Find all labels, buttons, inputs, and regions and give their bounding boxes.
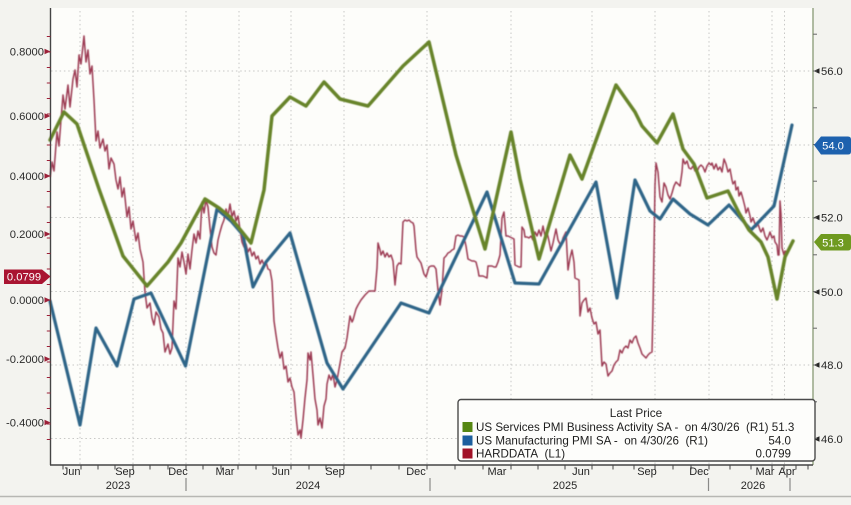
svg-text:52.0: 52.0 xyxy=(821,213,843,225)
svg-text:Jun: Jun xyxy=(572,466,590,478)
svg-text:Last Price: Last Price xyxy=(610,406,663,420)
svg-text:Mar: Mar xyxy=(216,466,235,478)
svg-text:-0.2000: -0.2000 xyxy=(6,354,44,366)
svg-text:Mar: Mar xyxy=(756,466,775,478)
svg-text:Sep: Sep xyxy=(325,466,345,478)
svg-text:Sep: Sep xyxy=(115,466,135,478)
svg-text:48.0: 48.0 xyxy=(821,360,843,372)
svg-text:0.4000: 0.4000 xyxy=(10,171,44,183)
svg-text:Dec: Dec xyxy=(168,466,188,478)
svg-text:2024: 2024 xyxy=(296,480,320,492)
svg-text:0.6000: 0.6000 xyxy=(10,111,44,123)
svg-text:46.0: 46.0 xyxy=(821,434,843,446)
svg-text:Jun: Jun xyxy=(63,466,81,478)
svg-text:2025: 2025 xyxy=(553,480,577,492)
svg-text:US Manufacturing PMI SA - on: US Manufacturing PMI SA - on 4/30/26 (R1… xyxy=(476,435,708,448)
svg-text:54.0: 54.0 xyxy=(822,141,844,153)
svg-text:0.0000: 0.0000 xyxy=(10,295,44,307)
svg-text:2026: 2026 xyxy=(741,480,765,492)
svg-text:51.3: 51.3 xyxy=(822,238,844,250)
svg-text:HARDDATA (L1): HARDDATA (L1) xyxy=(476,448,565,461)
svg-text:Apr: Apr xyxy=(778,466,795,478)
svg-text:0.0799: 0.0799 xyxy=(7,272,41,284)
svg-text:0.2000: 0.2000 xyxy=(10,229,44,241)
svg-text:-0.4000: -0.4000 xyxy=(6,418,44,430)
svg-text:Mar: Mar xyxy=(488,466,507,478)
svg-text:0.0799: 0.0799 xyxy=(756,448,791,461)
svg-text:US Services PMI Business Activ: US Services PMI Business Activity SA - o… xyxy=(476,421,794,434)
svg-text:0.8000: 0.8000 xyxy=(10,47,44,59)
svg-text:Dec: Dec xyxy=(406,466,426,478)
svg-text:56.0: 56.0 xyxy=(821,66,843,78)
svg-text:54.0: 54.0 xyxy=(768,435,791,448)
svg-text:Dec: Dec xyxy=(689,466,709,478)
svg-text:Jun: Jun xyxy=(272,466,290,478)
svg-text:50.0: 50.0 xyxy=(821,287,843,299)
svg-text:2023: 2023 xyxy=(106,480,130,492)
svg-text:Sep: Sep xyxy=(637,466,657,478)
